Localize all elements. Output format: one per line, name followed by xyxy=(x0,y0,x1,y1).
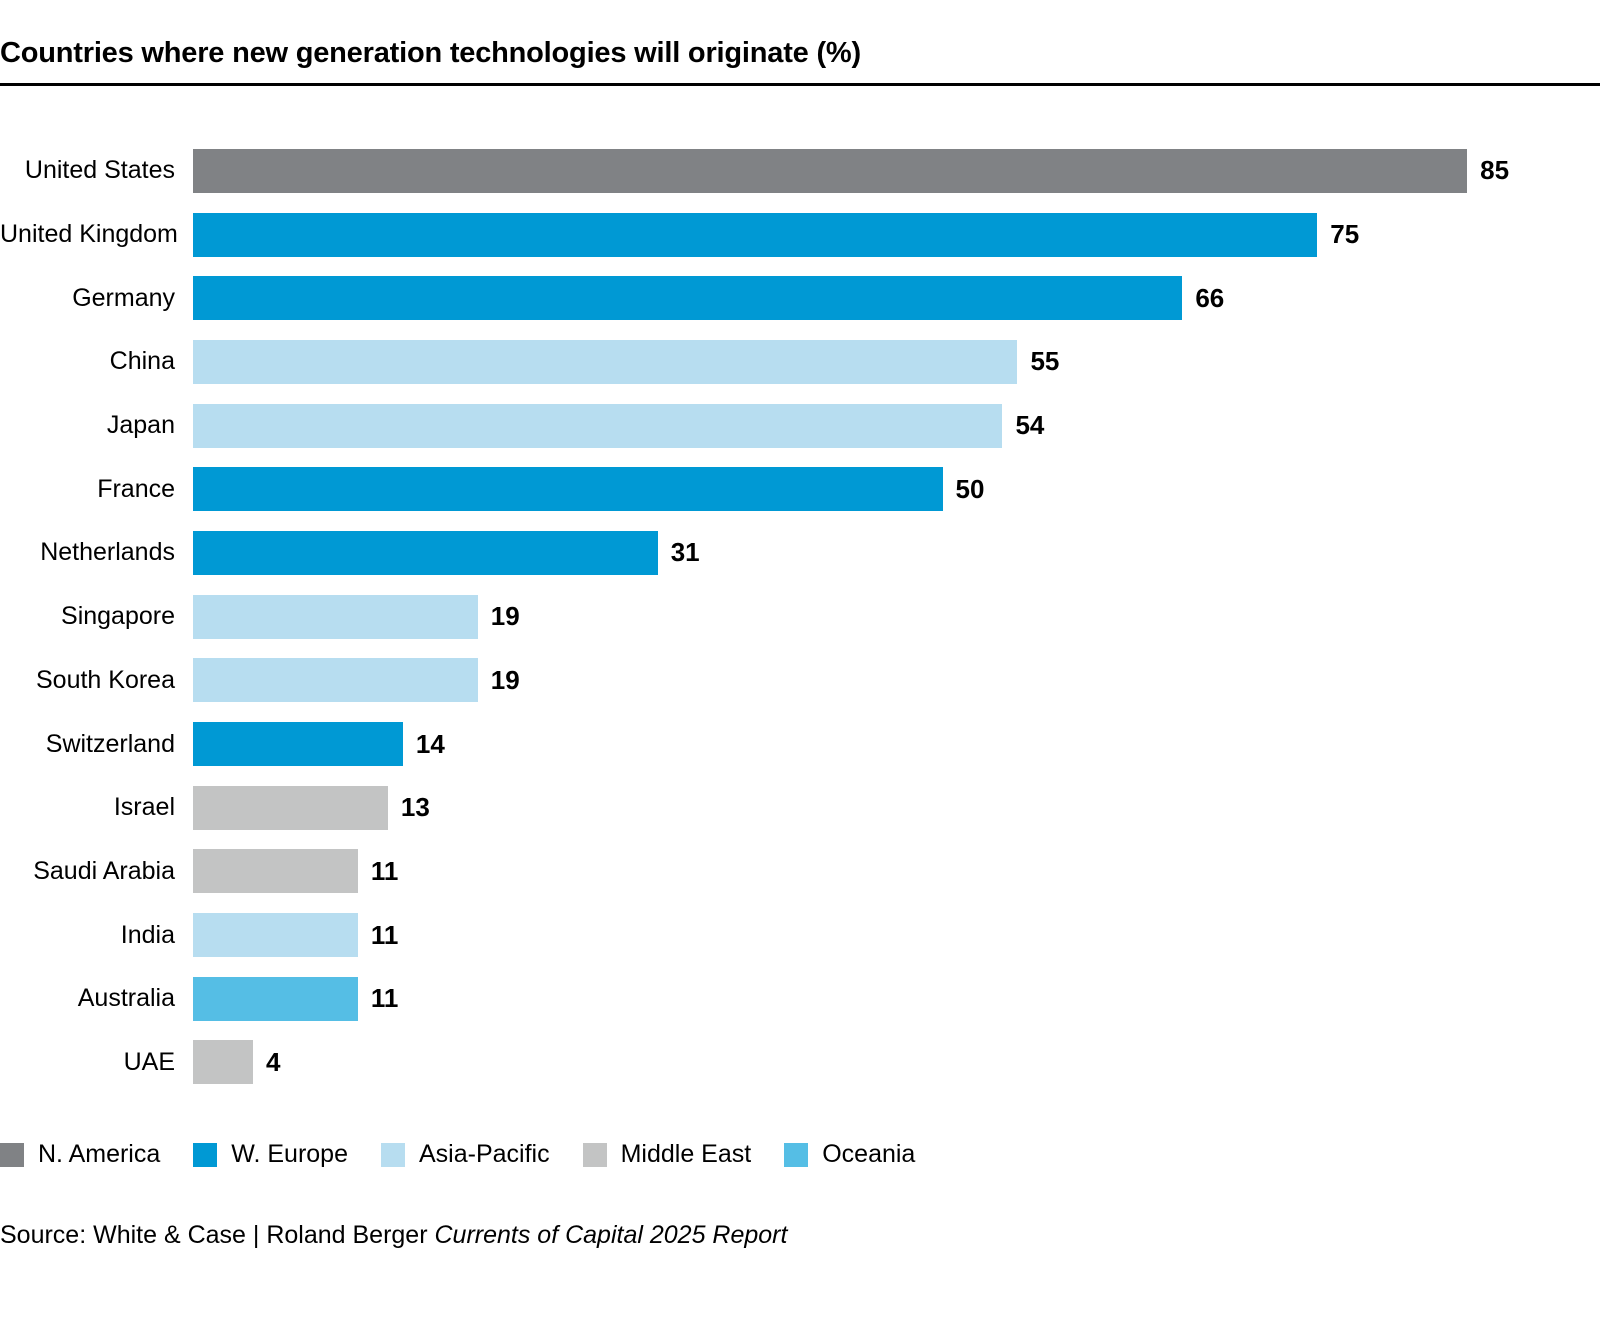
bar-track: 31 xyxy=(193,530,1600,575)
legend-item: N. America xyxy=(0,1140,160,1169)
category-label: Singapore xyxy=(61,602,175,631)
legend-label: Oceania xyxy=(822,1140,916,1169)
value-label: 11 xyxy=(370,855,399,886)
bar-track: 4 xyxy=(193,1040,1600,1085)
chart-row: India 11 xyxy=(0,903,1600,967)
bar-track: 54 xyxy=(193,403,1600,448)
category-label: United States xyxy=(24,156,175,185)
bar-track: 13 xyxy=(193,785,1600,830)
bar xyxy=(193,594,478,639)
chart-row: Singapore 19 xyxy=(0,585,1600,649)
bar-track: 50 xyxy=(193,467,1600,512)
bar-track: 11 xyxy=(193,976,1600,1021)
bar xyxy=(193,1040,253,1085)
title-divider xyxy=(0,83,1600,86)
value-label: 75 xyxy=(1330,219,1360,250)
bar xyxy=(193,212,1318,257)
value-label: 14 xyxy=(415,728,445,759)
legend-swatch xyxy=(784,1142,809,1167)
bar xyxy=(193,913,358,958)
bar-chart: United States 85 United Kingdom 75 Germany 66… xyxy=(0,139,1600,1094)
category-label: China xyxy=(109,347,175,376)
bar xyxy=(193,976,358,1021)
bar xyxy=(193,849,358,894)
chart-row: Germany 66 xyxy=(0,266,1600,330)
category-label: Netherlands xyxy=(40,538,175,567)
value-label: 19 xyxy=(490,601,520,632)
value-label: 11 xyxy=(370,919,399,950)
value-label: 54 xyxy=(1015,410,1045,441)
bar-track: 66 xyxy=(193,276,1600,321)
category-label: UAE xyxy=(123,1047,175,1076)
bar-track: 85 xyxy=(193,148,1600,193)
bar-track: 55 xyxy=(193,339,1600,384)
legend-label: Middle East xyxy=(620,1140,752,1169)
category-label: Australia xyxy=(77,984,175,1013)
bar-track: 11 xyxy=(193,913,1600,958)
bar xyxy=(193,339,1018,384)
value-label: 4 xyxy=(265,1046,281,1077)
bar xyxy=(193,467,943,512)
category-label: Saudi Arabia xyxy=(33,856,175,885)
value-label: 50 xyxy=(955,473,985,504)
chart-row: China 55 xyxy=(0,330,1600,394)
category-label: South Korea xyxy=(36,665,175,694)
legend-item: Middle East xyxy=(582,1140,752,1169)
legend-label: Asia-Pacific xyxy=(419,1140,550,1169)
legend-label: N. America xyxy=(38,1140,161,1169)
value-label: 19 xyxy=(490,664,520,695)
bar xyxy=(193,148,1468,193)
category-label: Japan xyxy=(106,411,175,440)
category-label: Switzerland xyxy=(45,729,175,758)
chart-row: Japan 54 xyxy=(0,394,1600,458)
legend-swatch xyxy=(193,1142,218,1167)
bar-track: 75 xyxy=(193,212,1600,257)
legend-swatch xyxy=(381,1142,405,1167)
legend-swatch xyxy=(582,1142,607,1167)
legend-swatch xyxy=(0,1142,24,1167)
bar xyxy=(193,403,1003,448)
chart-title: Countries where new generation technolog… xyxy=(0,37,861,69)
value-label: 31 xyxy=(670,537,700,568)
source-line: Source: White & Case | Roland Berger Cur… xyxy=(0,1221,1600,1250)
bar-track: 19 xyxy=(193,658,1600,703)
chart-row: UAE 4 xyxy=(0,1031,1600,1095)
chart-row: Saudi Arabia 11 xyxy=(0,840,1600,904)
category-label: Israel xyxy=(113,793,175,822)
bar xyxy=(193,785,388,830)
bar-track: 14 xyxy=(193,722,1600,767)
chart-row: Australia 11 xyxy=(0,967,1600,1031)
chart-row: United States 85 xyxy=(0,139,1600,203)
category-label: India xyxy=(120,920,175,949)
chart-row: France 50 xyxy=(0,457,1600,521)
bar-track: 11 xyxy=(193,849,1600,894)
legend-item: Asia-Pacific xyxy=(381,1140,550,1169)
source-prefix: Source: White & Case | Roland Berger xyxy=(0,1221,435,1250)
chart-row: United Kingdom 75 xyxy=(0,203,1600,267)
legend: N. America W. Europe Asia-Pacific Middle Ea… xyxy=(0,1140,1600,1169)
legend-item: Oceania xyxy=(784,1140,915,1169)
chart-row: South Korea 19 xyxy=(0,649,1600,713)
category-label: France xyxy=(97,474,175,503)
bar xyxy=(193,530,658,575)
chart-row: Switzerland 14 xyxy=(0,712,1600,776)
value-label: 11 xyxy=(370,983,399,1014)
chart-row: Netherlands 31 xyxy=(0,521,1600,585)
chart-row: Israel 13 xyxy=(0,776,1600,840)
category-label: United Kingdom xyxy=(0,220,178,249)
legend-label: W. Europe xyxy=(231,1140,348,1169)
value-label: 13 xyxy=(400,792,430,823)
category-label: Germany xyxy=(72,283,175,312)
value-label: 55 xyxy=(1030,346,1060,377)
value-label: 66 xyxy=(1195,282,1225,313)
bar xyxy=(193,276,1183,321)
legend-item: W. Europe xyxy=(193,1140,348,1169)
bar xyxy=(193,658,478,703)
value-label: 85 xyxy=(1480,155,1510,186)
bar-track: 19 xyxy=(193,594,1600,639)
bar xyxy=(193,722,403,767)
source-report-name: Currents of Capital 2025 Report xyxy=(434,1221,788,1250)
